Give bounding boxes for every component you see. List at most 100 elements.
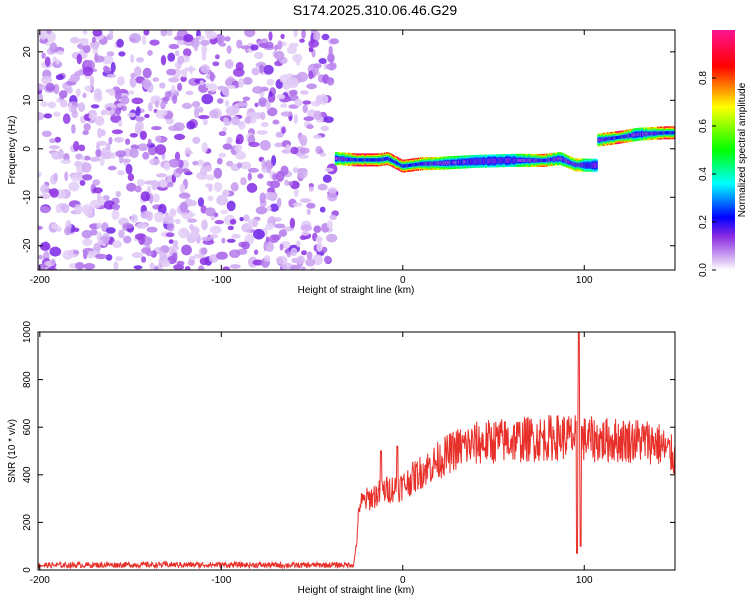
noise-blob <box>73 140 80 152</box>
noise-blob <box>49 246 62 257</box>
signal-cell <box>400 163 402 167</box>
noise-blob <box>159 82 166 89</box>
noise-blob <box>327 187 337 195</box>
noise-blob <box>38 254 43 260</box>
signal-cell <box>620 135 622 139</box>
signal-cell <box>662 131 665 135</box>
signal-cell <box>368 158 371 162</box>
signal-cell <box>671 131 673 135</box>
signal-cell <box>425 162 427 166</box>
noise-blob <box>198 106 204 113</box>
noise-blob <box>136 57 144 63</box>
signal-cell <box>613 136 616 140</box>
noise-blob <box>135 120 144 132</box>
noise-blob <box>112 203 120 210</box>
noise-blob <box>96 192 102 202</box>
noise-blob <box>136 222 148 229</box>
signal-cell <box>402 164 404 168</box>
signal-cell <box>373 158 375 162</box>
signal-cell <box>648 132 650 136</box>
signal-cell <box>528 158 531 163</box>
noise-blob <box>254 102 259 108</box>
signal-cell <box>452 160 454 165</box>
noise-blob <box>153 265 160 270</box>
signal-cell <box>521 158 523 163</box>
noise-blob <box>306 83 317 90</box>
noise-blob <box>284 179 289 186</box>
noise-blob <box>75 88 81 97</box>
noise-blob <box>312 134 322 139</box>
noise-blob <box>269 182 277 187</box>
signal-cell <box>554 157 557 161</box>
noise-blob <box>306 202 316 209</box>
signal-cell <box>557 157 559 161</box>
signal-cell <box>341 157 343 161</box>
signal-cell <box>631 133 633 137</box>
noise-blob <box>184 212 196 218</box>
signal-cell <box>379 158 381 162</box>
signal-cell <box>500 158 502 164</box>
signal-cell <box>438 161 440 165</box>
signal-cell <box>601 137 604 142</box>
signal-cell <box>499 158 501 164</box>
signal-cell <box>617 135 619 140</box>
signal-cell <box>660 131 662 135</box>
snr-series-line <box>38 332 675 570</box>
noise-blob <box>201 142 208 153</box>
noise-blob <box>299 198 312 204</box>
signal-cell <box>459 159 461 165</box>
signal-cell <box>339 157 341 161</box>
signal-cell <box>508 157 510 164</box>
noise-blob <box>159 251 167 261</box>
noise-blob <box>201 93 214 105</box>
noise-blob <box>75 262 85 270</box>
noise-blob <box>95 253 107 260</box>
signal-cell <box>480 158 483 164</box>
snr-frame <box>37 331 676 571</box>
signal-cell <box>479 158 482 164</box>
noise-blob <box>147 138 152 146</box>
noise-blob <box>266 205 272 212</box>
noise-blob <box>83 207 94 217</box>
noise-blob <box>241 241 250 250</box>
snr-panel: -200 -100 0 100 0 200 400 600 800 1000 Height of… <box>7 320 676 596</box>
noise-blob <box>289 89 298 96</box>
signal-cell <box>509 157 511 164</box>
noise-blob <box>260 122 269 128</box>
noise-blob <box>115 190 121 198</box>
signal-cell <box>388 157 390 161</box>
noise-blob <box>165 182 174 188</box>
snr-x-tick-label: -100 <box>211 575 231 586</box>
signal-cell <box>673 131 675 135</box>
noise-blob <box>171 85 176 94</box>
noise-blob <box>142 151 150 160</box>
signal-cell <box>474 158 476 165</box>
signal-cell <box>558 157 560 161</box>
noise-blob <box>165 117 174 125</box>
noise-blob <box>82 130 89 136</box>
noise-blob <box>118 229 125 239</box>
noise-blob <box>154 100 160 108</box>
noise-blob <box>205 31 218 40</box>
noise-blob <box>134 185 142 193</box>
signal-cell <box>349 157 351 162</box>
noise-blob <box>200 64 211 74</box>
noise-blob <box>289 42 299 48</box>
signal-cell <box>419 162 422 166</box>
noise-blob <box>50 258 56 266</box>
signal-cell <box>461 159 463 165</box>
snr-y-tick-label: 0 <box>22 567 33 573</box>
noise-blob <box>138 234 146 246</box>
signal-cell <box>533 158 535 163</box>
noise-blob <box>264 191 277 201</box>
noise-blob <box>302 100 312 105</box>
signal-cell <box>655 131 657 135</box>
signal-cell <box>561 157 563 161</box>
signal-cell <box>439 161 441 165</box>
signal-cell <box>378 158 380 162</box>
noise-blob <box>302 104 308 114</box>
signal-cell <box>667 131 669 135</box>
signal-cell <box>483 158 485 164</box>
noise-blob <box>208 109 219 119</box>
snr-y-ticks: 0 200 400 600 800 1000 <box>22 320 675 573</box>
